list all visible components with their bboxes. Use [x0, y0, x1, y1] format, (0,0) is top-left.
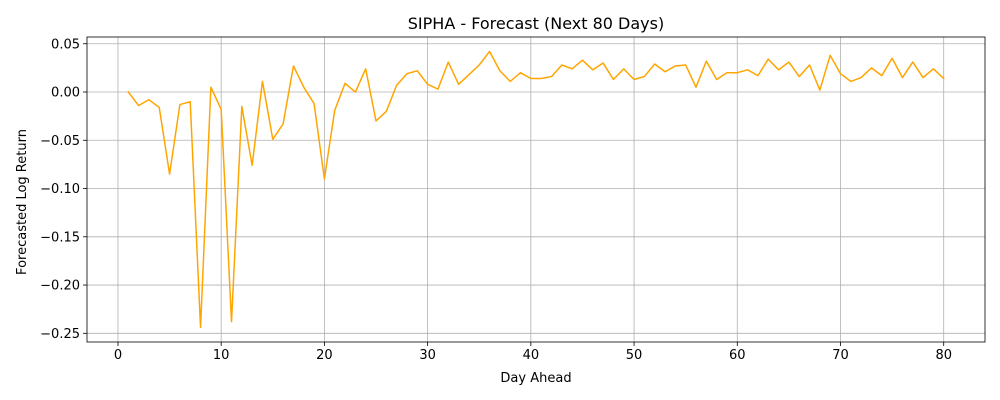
x-tick-label: 50	[626, 348, 643, 363]
y-tick-label: −0.20	[40, 279, 80, 294]
y-axis-label: Forecasted Log Return	[15, 129, 30, 275]
grid-lines	[87, 37, 985, 342]
series-layer	[127, 50, 945, 329]
y-tick-label: −0.10	[40, 182, 80, 197]
series-line	[127, 50, 945, 329]
plot-frame	[86, 36, 986, 343]
y-tick-label: −0.05	[40, 134, 80, 149]
x-tick-label: 10	[213, 348, 230, 363]
y-tick-label: 0.05	[51, 37, 80, 52]
y-tick-label: −0.15	[40, 230, 80, 245]
x-tick-label: 70	[832, 348, 849, 363]
x-tick-label: 60	[729, 348, 746, 363]
x-tick-label: 40	[523, 348, 540, 363]
chart-title: SIPHA - Forecast (Next 80 Days)	[408, 14, 664, 33]
x-tick-label: 80	[935, 348, 952, 363]
x-axis-label: Day Ahead	[500, 371, 571, 386]
axis-ticks: 0 10 20 30 40 50 60 70 80 0.05 0.00 −0.05 −0.10 −0.15…	[40, 37, 952, 363]
x-tick-label: 20	[316, 348, 333, 363]
x-tick-label: 30	[419, 348, 436, 363]
y-tick-label: −0.25	[40, 327, 80, 342]
y-tick-label: 0.00	[51, 86, 80, 101]
x-tick-label: 0	[114, 348, 122, 363]
